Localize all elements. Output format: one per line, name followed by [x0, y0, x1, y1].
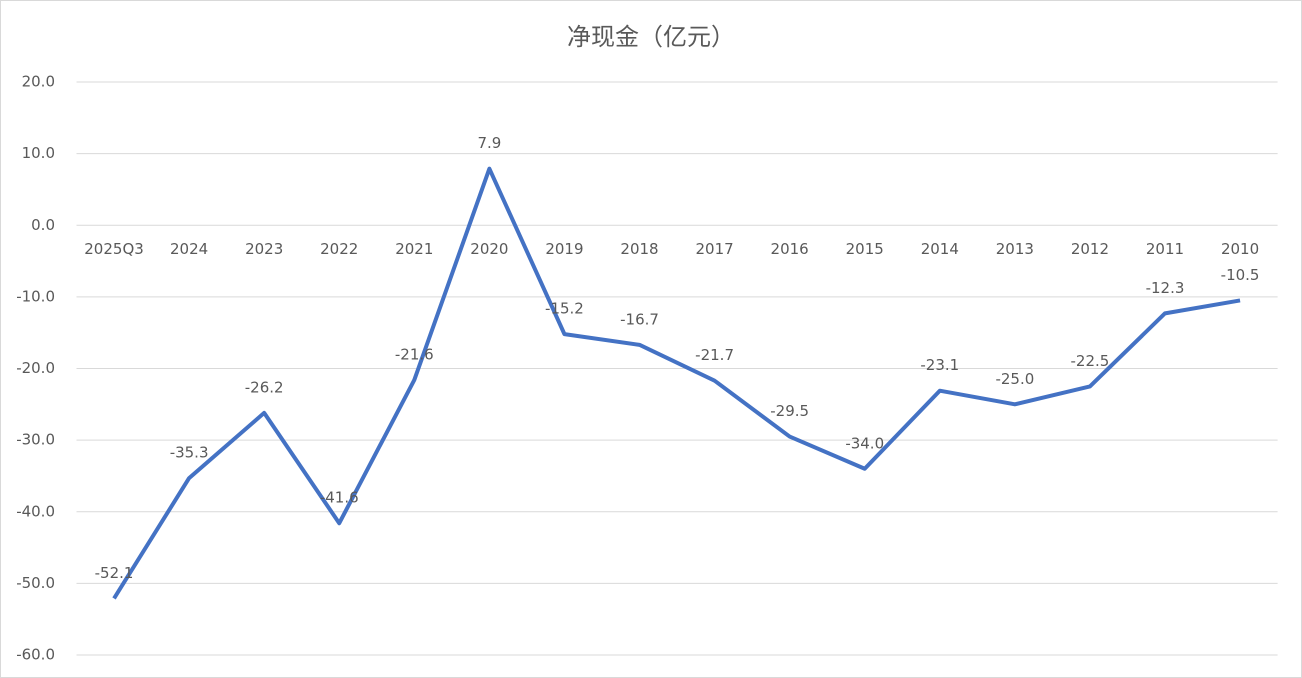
- y-tick-label: -10.0: [16, 287, 55, 305]
- x-tick-label: 2016: [771, 240, 809, 258]
- data-label: -25.0: [995, 370, 1034, 388]
- data-label: -34.0: [845, 434, 884, 452]
- y-tick-label: 20.0: [22, 73, 55, 91]
- data-label: -21.6: [395, 345, 434, 363]
- x-tick-label: 2022: [320, 240, 358, 258]
- series-line: [112, 166, 1241, 600]
- data-label: -15.2: [545, 300, 584, 318]
- data-label: -29.5: [770, 402, 809, 420]
- data-label: -23.1: [920, 356, 959, 374]
- x-tick-label: 2020: [470, 240, 508, 258]
- data-label: -35.3: [170, 444, 209, 462]
- data-label: -52.1: [95, 564, 134, 582]
- chart-title: 净现金（亿元）: [567, 23, 735, 51]
- y-tick-label: -40.0: [16, 502, 55, 520]
- y-tick-label: 0.0: [31, 216, 55, 234]
- y-tick-label: 10.0: [22, 144, 55, 162]
- data-label: -10.5: [1221, 266, 1260, 284]
- y-tick-label: -60.0: [16, 646, 55, 664]
- data-label: -22.5: [1071, 352, 1110, 370]
- x-tick-label: 2013: [996, 240, 1034, 258]
- data-label: -16.7: [620, 310, 659, 328]
- data-label: -21.7: [695, 346, 734, 364]
- x-tick-label: 2019: [545, 240, 583, 258]
- data-label: -26.2: [245, 378, 284, 396]
- x-tick-label: 2024: [170, 240, 208, 258]
- data-label: -12.3: [1146, 279, 1185, 297]
- x-tick-label: 2011: [1146, 240, 1184, 258]
- x-tick-label: 2012: [1071, 240, 1109, 258]
- y-tick-label: -30.0: [16, 431, 55, 449]
- x-tick-label: 2015: [846, 240, 884, 258]
- x-tick-label: 2017: [695, 240, 733, 258]
- x-tick-label: 2023: [245, 240, 283, 258]
- y-tick-label: -20.0: [16, 359, 55, 377]
- x-tick-label: 2010: [1221, 240, 1259, 258]
- x-tick-label: 2014: [921, 240, 959, 258]
- x-tick-label: 2018: [620, 240, 658, 258]
- x-tick-label: 2025Q3: [84, 240, 144, 258]
- y-tick-label: -50.0: [16, 574, 55, 592]
- data-label: 7.9: [477, 134, 501, 152]
- data-label: -41.6: [320, 489, 359, 507]
- x-tick-label: 2021: [395, 240, 433, 258]
